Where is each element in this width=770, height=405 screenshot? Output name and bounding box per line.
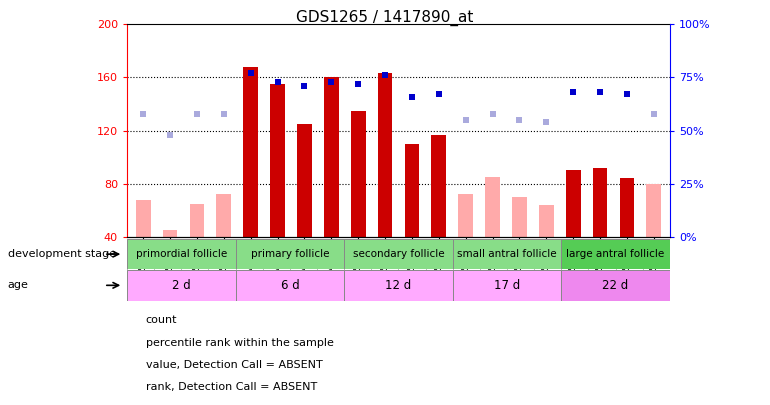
Bar xyxy=(593,168,608,237)
Text: age: age xyxy=(8,280,28,290)
Bar xyxy=(344,239,453,269)
Text: 17 d: 17 d xyxy=(494,279,521,292)
Bar xyxy=(453,270,561,301)
Text: GDS1265 / 1417890_at: GDS1265 / 1417890_at xyxy=(296,10,474,26)
Bar xyxy=(458,194,473,237)
Text: primordial follicle: primordial follicle xyxy=(136,249,227,259)
Bar xyxy=(243,67,258,237)
Text: value, Detection Call = ABSENT: value, Detection Call = ABSENT xyxy=(146,360,323,370)
Bar xyxy=(566,171,581,237)
Text: 6 d: 6 d xyxy=(280,279,300,292)
Text: 12 d: 12 d xyxy=(385,279,412,292)
Bar xyxy=(127,270,236,301)
Text: count: count xyxy=(146,315,177,325)
Bar xyxy=(620,179,634,237)
Text: primary follicle: primary follicle xyxy=(251,249,329,259)
Text: secondary follicle: secondary follicle xyxy=(353,249,444,259)
Bar xyxy=(539,205,554,237)
Bar xyxy=(127,239,236,269)
Bar xyxy=(485,177,500,237)
Text: 2 d: 2 d xyxy=(172,279,191,292)
Bar xyxy=(646,184,661,237)
Text: development stage: development stage xyxy=(8,249,115,259)
Bar xyxy=(216,194,231,237)
Bar xyxy=(431,134,446,237)
Bar xyxy=(236,270,344,301)
Bar xyxy=(351,111,366,237)
Bar xyxy=(512,197,527,237)
Bar xyxy=(136,200,151,237)
Text: large antral follicle: large antral follicle xyxy=(567,249,665,259)
Bar xyxy=(297,124,312,237)
Bar xyxy=(561,239,670,269)
Bar xyxy=(404,144,420,237)
Bar xyxy=(324,77,339,237)
Bar xyxy=(344,270,453,301)
Bar xyxy=(561,270,670,301)
Text: small antral follicle: small antral follicle xyxy=(457,249,557,259)
Bar xyxy=(189,204,204,237)
Text: percentile rank within the sample: percentile rank within the sample xyxy=(146,338,333,347)
Text: rank, Detection Call = ABSENT: rank, Detection Call = ABSENT xyxy=(146,382,316,392)
Bar xyxy=(270,84,285,237)
Bar xyxy=(377,73,393,237)
Text: 22 d: 22 d xyxy=(602,279,629,292)
Bar xyxy=(453,239,561,269)
Bar xyxy=(162,230,177,237)
Bar xyxy=(236,239,344,269)
